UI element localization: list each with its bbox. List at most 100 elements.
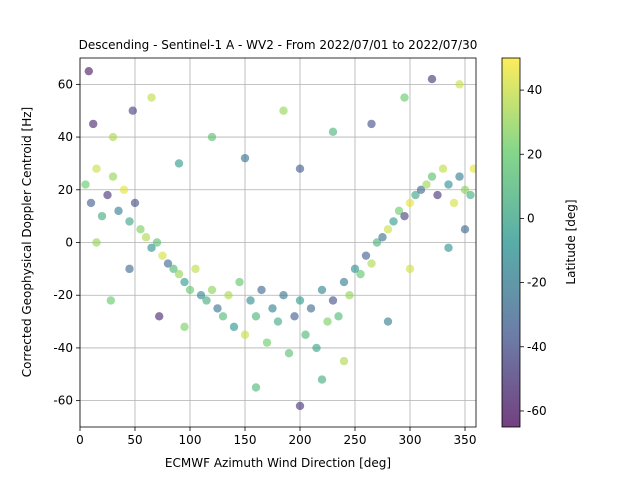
data-point	[339, 356, 349, 366]
y-tick-label: -20	[53, 288, 73, 302]
data-point	[400, 93, 409, 102]
x-tick-label: 250	[344, 433, 367, 447]
data-point	[86, 198, 96, 208]
x-axis-label: ECMWF Azimuth Wind Direction [deg]	[165, 456, 391, 470]
data-point	[97, 211, 107, 221]
data-point	[130, 198, 140, 208]
data-point	[251, 383, 261, 392]
x-tick-label: 100	[179, 433, 202, 447]
data-point	[290, 312, 299, 321]
data-point	[356, 269, 365, 279]
data-point	[383, 317, 393, 326]
data-point	[180, 277, 189, 287]
data-point	[92, 164, 101, 173]
data-point	[295, 401, 305, 411]
data-point	[163, 259, 173, 268]
data-point	[394, 206, 404, 216]
data-point	[295, 296, 305, 305]
data-point	[400, 211, 409, 221]
data-point	[152, 238, 162, 247]
y-tick-label: 60	[58, 77, 73, 91]
data-point	[147, 243, 156, 252]
colorbar-tick-label: -20	[527, 276, 547, 290]
data-point	[372, 238, 382, 247]
data-point	[378, 233, 387, 242]
data-point	[257, 285, 266, 295]
data-point	[411, 190, 420, 200]
data-point	[174, 269, 184, 279]
data-point	[367, 259, 376, 268]
data-point	[306, 304, 316, 313]
colorbar-ticks: -60 -40 -20 0 20 40	[520, 83, 547, 418]
data-point	[218, 312, 228, 321]
data-point	[427, 74, 437, 84]
data-point	[240, 330, 250, 339]
data-point	[202, 296, 211, 305]
data-point	[312, 343, 321, 353]
data-point	[235, 277, 244, 287]
data-point	[103, 190, 112, 200]
x-tick-label: 350	[454, 433, 477, 447]
data-point	[224, 291, 233, 300]
data-point	[328, 127, 338, 136]
data-point	[455, 80, 464, 89]
data-point	[128, 106, 137, 115]
data-point	[449, 198, 459, 208]
data-point	[279, 291, 288, 300]
data-point	[246, 296, 255, 305]
data-point	[284, 349, 294, 358]
data-point	[196, 291, 206, 300]
data-point	[141, 233, 151, 242]
data-point	[405, 264, 415, 274]
data-point	[125, 264, 134, 274]
data-point	[469, 164, 476, 173]
data-point	[84, 66, 94, 76]
colorbar-tick-label: 0	[527, 211, 535, 225]
data-point	[155, 312, 164, 321]
data-point	[328, 296, 338, 305]
data-point	[180, 322, 189, 332]
grid	[79, 58, 476, 427]
data-point	[136, 225, 145, 234]
colorbar-tick-label: 40	[527, 83, 542, 97]
data-point	[108, 172, 118, 181]
data-point	[317, 285, 327, 295]
colorbar-tick-label: -40	[527, 340, 547, 354]
data-point	[350, 264, 360, 274]
data-point	[460, 185, 470, 194]
data-point	[438, 164, 448, 173]
colorbar	[501, 57, 521, 428]
data-point	[427, 172, 437, 181]
y-axis-ticks: -60 -40 -20 0 20 40 60	[53, 77, 80, 408]
x-tick-label: 200	[289, 433, 312, 447]
y-axis-label: Corrected Geophysical Doppler Centroid […	[20, 107, 34, 377]
y-tick-label: 0	[65, 236, 73, 250]
data-point	[416, 185, 426, 194]
y-tick-label: 40	[58, 130, 73, 144]
data-point	[262, 338, 272, 347]
data-point	[389, 217, 398, 226]
data-point	[185, 285, 195, 295]
data-point	[345, 291, 354, 300]
colorbar-tick-label: -60	[527, 404, 547, 418]
data-point	[158, 251, 167, 260]
data-points	[81, 66, 476, 411]
data-point	[422, 180, 431, 189]
data-point	[273, 317, 283, 326]
data-point	[240, 153, 250, 163]
data-point	[466, 190, 475, 200]
x-tick-label: 150	[234, 433, 257, 447]
data-point	[444, 180, 453, 189]
data-point	[268, 304, 277, 313]
data-point	[455, 172, 464, 181]
data-point	[323, 317, 332, 326]
data-point	[213, 304, 222, 313]
data-point	[125, 217, 134, 226]
x-tick-label: 300	[399, 433, 422, 447]
x-tick-label: 50	[127, 433, 142, 447]
chart-title: Descending - Sentinel-1 A - WV2 - From 2…	[79, 38, 478, 52]
data-point	[301, 330, 310, 339]
data-point	[108, 132, 118, 142]
x-tick-label: 0	[76, 433, 84, 447]
data-point	[405, 198, 415, 208]
